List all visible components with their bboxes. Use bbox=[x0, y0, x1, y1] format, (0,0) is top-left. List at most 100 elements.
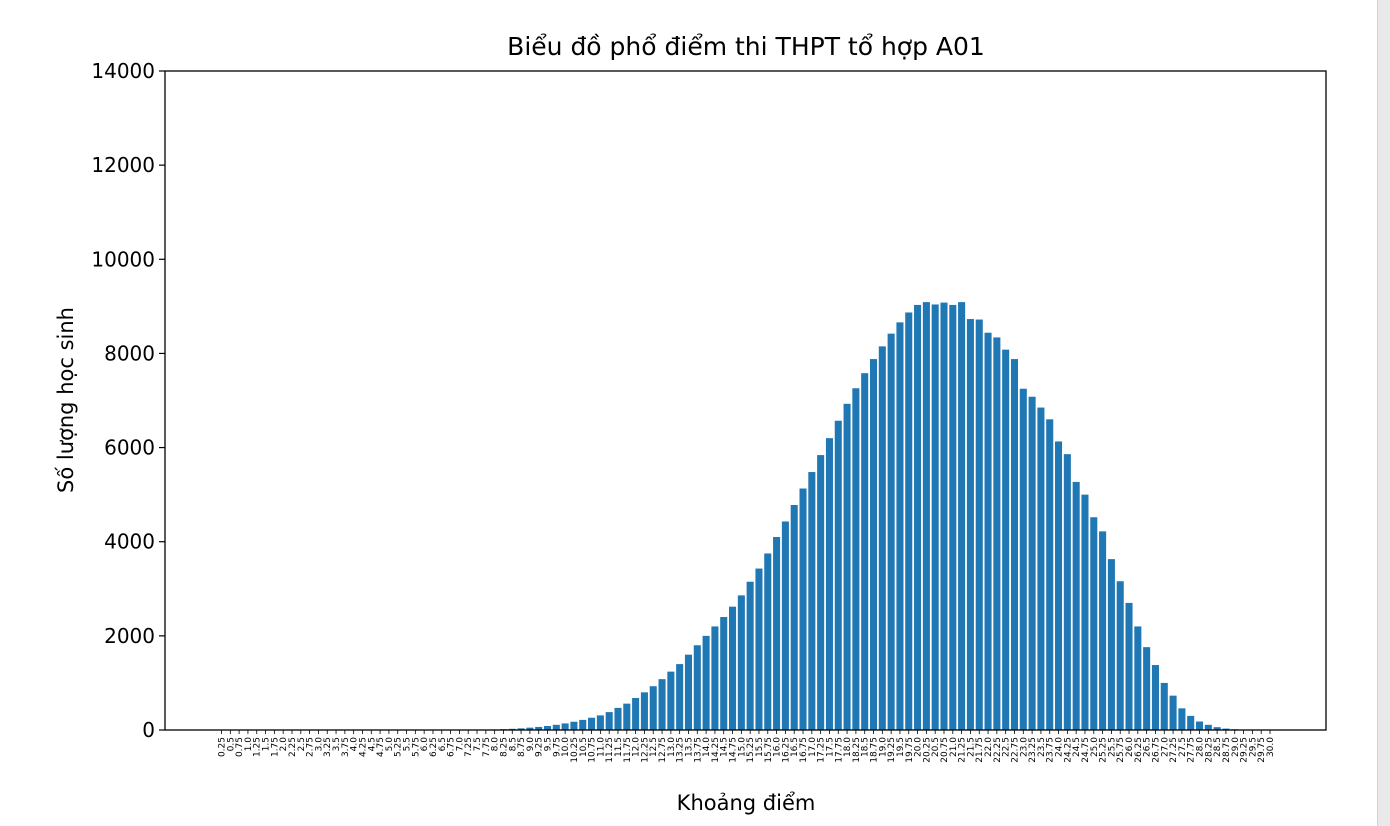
x-tick-label: 12.5 bbox=[649, 737, 659, 757]
x-tick-label: 10.0 bbox=[561, 737, 571, 757]
x-tick-label: 13.25 bbox=[676, 737, 686, 763]
x-tick-label: 3.0 bbox=[314, 737, 324, 752]
bar-13.75 bbox=[693, 645, 701, 730]
bar-20.5 bbox=[931, 304, 939, 730]
bar-9.25 bbox=[535, 726, 543, 730]
bar-16.25 bbox=[781, 521, 789, 730]
bar-23.25 bbox=[1028, 396, 1036, 730]
x-tick-label: 19.25 bbox=[887, 737, 897, 763]
bar-17.75 bbox=[834, 420, 842, 730]
x-tick-label: 17.25 bbox=[817, 737, 827, 763]
x-tick-label: 28.0 bbox=[1196, 737, 1206, 757]
bar-19.25 bbox=[887, 333, 895, 730]
bar-22.5 bbox=[1002, 349, 1010, 730]
x-tick-label: 5.25 bbox=[394, 737, 404, 757]
bar-17.0 bbox=[808, 472, 816, 730]
x-tick-label: 25.0 bbox=[1090, 737, 1100, 757]
x-tick-label: 27.25 bbox=[1169, 737, 1179, 763]
x-tick-label: 29.0 bbox=[1231, 737, 1241, 757]
x-tick-label: 21.0 bbox=[949, 737, 959, 757]
x-tick-label: 6.25 bbox=[429, 737, 439, 757]
bar-20.75 bbox=[940, 302, 948, 730]
bar-28.5 bbox=[1213, 727, 1221, 730]
y-axis-ticks: 0 2000 4000 6000 8000 10000 12000 14000 bbox=[91, 59, 165, 742]
x-tick-label: 0.25 bbox=[218, 737, 228, 757]
bar-27.5 bbox=[1178, 708, 1186, 730]
x-tick-label: 11.25 bbox=[605, 737, 615, 763]
x-tick-label: 12.75 bbox=[658, 737, 668, 763]
x-tick-label: 4.0 bbox=[350, 737, 360, 752]
bar-11.5 bbox=[614, 707, 622, 730]
x-tick-label: 30.0 bbox=[1266, 737, 1276, 757]
x-tick-label: 10.75 bbox=[588, 737, 598, 763]
x-tick-label: 13.5 bbox=[684, 737, 694, 757]
bar-19.75 bbox=[905, 312, 913, 730]
bar-17.25 bbox=[817, 455, 825, 730]
bar-24.0 bbox=[1055, 441, 1063, 730]
bar-21.0 bbox=[949, 304, 957, 730]
bar-14.5 bbox=[720, 617, 728, 730]
x-tick-label: 6.75 bbox=[447, 737, 457, 757]
bar-23.0 bbox=[1019, 388, 1027, 730]
bar-15.5 bbox=[755, 568, 763, 730]
x-tick-label: 29.25 bbox=[1240, 737, 1250, 763]
bar-18.5 bbox=[861, 373, 869, 730]
x-tick-label: 18.75 bbox=[870, 737, 880, 763]
bar-10.5 bbox=[579, 719, 587, 730]
x-tick-label: 19.5 bbox=[896, 737, 906, 757]
x-tick-label: 22.0 bbox=[984, 737, 994, 757]
bar-18.75 bbox=[869, 359, 878, 730]
y-tick-label: 8000 bbox=[104, 341, 155, 365]
bar-14.75 bbox=[729, 606, 737, 730]
x-tick-label: 24.5 bbox=[1072, 737, 1082, 757]
x-axis-ticks: 0.250.50.751.01.251.51.752.02.252.52.753… bbox=[218, 730, 1276, 763]
x-tick-label: 2.0 bbox=[279, 737, 289, 752]
bar-23.5 bbox=[1037, 407, 1045, 730]
bar-27.25 bbox=[1169, 695, 1177, 730]
x-tick-label: 9.5 bbox=[544, 737, 554, 751]
x-tick-label: 4.25 bbox=[358, 737, 368, 757]
x-tick-label: 21.75 bbox=[975, 737, 985, 763]
x-tick-label: 2.75 bbox=[306, 737, 316, 757]
y-axis-label: Số lượng học sinh bbox=[54, 307, 78, 493]
x-tick-label: 4.75 bbox=[376, 737, 386, 757]
bar-28.75 bbox=[1222, 728, 1230, 730]
x-tick-label: 22.25 bbox=[993, 737, 1003, 763]
bar-11.0 bbox=[596, 715, 604, 730]
x-tick-label: 20.0 bbox=[914, 737, 924, 757]
x-tick-label: 17.75 bbox=[834, 737, 844, 763]
bar-23.75 bbox=[1046, 419, 1054, 730]
x-tick-label: 15.75 bbox=[764, 737, 774, 763]
x-tick-label: 22.5 bbox=[1002, 737, 1012, 757]
bar-22.25 bbox=[993, 337, 1001, 730]
bar-12.0 bbox=[632, 697, 640, 730]
bar-26.5 bbox=[1143, 647, 1151, 730]
bar-9.5 bbox=[543, 726, 552, 730]
x-tick-label: 19.0 bbox=[878, 737, 888, 757]
x-tick-label: 14.5 bbox=[720, 737, 730, 757]
x-tick-label: 26.75 bbox=[1151, 737, 1161, 763]
window-edge-strip bbox=[1377, 0, 1390, 826]
bar-18.0 bbox=[843, 403, 851, 730]
y-tick-label: 2000 bbox=[104, 624, 155, 648]
bar-11.75 bbox=[623, 703, 631, 730]
x-tick-label: 25.5 bbox=[1107, 737, 1117, 757]
x-tick-label: 1.75 bbox=[270, 737, 280, 757]
x-tick-label: 9.0 bbox=[526, 737, 536, 752]
x-tick-label: 23.75 bbox=[1046, 737, 1056, 763]
bar-12.5 bbox=[649, 686, 657, 730]
x-tick-label: 17.0 bbox=[808, 737, 818, 757]
bar-15.25 bbox=[746, 581, 754, 730]
x-tick-label: 3.5 bbox=[332, 737, 342, 751]
bar-16.75 bbox=[799, 488, 807, 730]
bar-10.75 bbox=[588, 717, 596, 730]
x-tick-label: 8.0 bbox=[491, 737, 501, 752]
x-tick-label: 28.75 bbox=[1222, 737, 1232, 763]
x-tick-label: 9.75 bbox=[552, 737, 562, 757]
x-tick-label: 27.75 bbox=[1187, 737, 1197, 763]
x-tick-label: 11.75 bbox=[623, 737, 633, 763]
bar-20.25 bbox=[922, 302, 930, 730]
x-tick-label: 18.5 bbox=[861, 737, 871, 757]
x-tick-label: 16.25 bbox=[781, 737, 791, 763]
x-tick-label: 11.0 bbox=[596, 737, 606, 757]
